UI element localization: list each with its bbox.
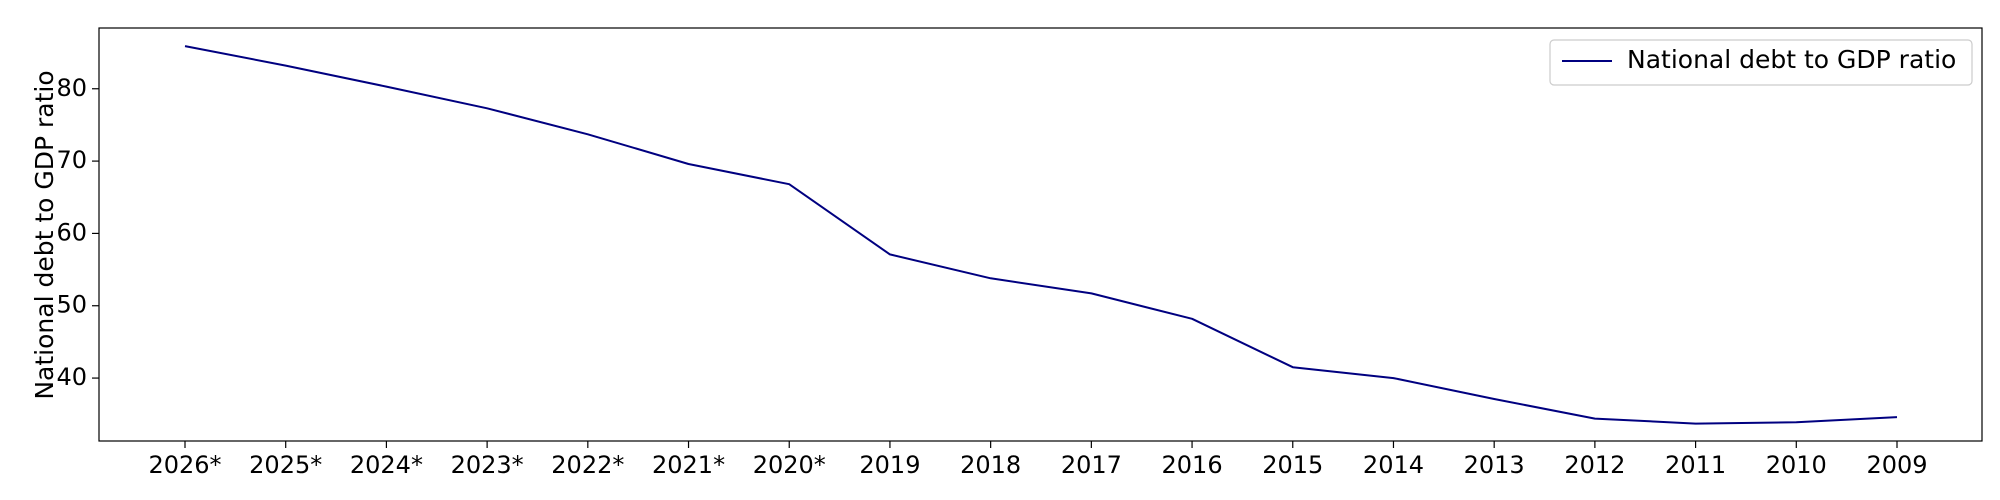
data-point — [887, 251, 893, 257]
legend-box — [1549, 39, 1973, 86]
x-tick-label: 2010 — [1766, 451, 1827, 479]
data-point — [686, 161, 692, 167]
data-point — [988, 275, 994, 281]
legend: National debt to GDP ratio — [1549, 39, 1973, 86]
x-tick-label: 2019 — [859, 451, 920, 479]
data-point — [1592, 416, 1598, 422]
y-axis-title: National debt to GDP ratio — [30, 70, 59, 399]
y-tick-label: 50 — [56, 291, 87, 319]
x-tick-label: 2024* — [350, 451, 423, 479]
x-tick-label: 2026* — [148, 451, 221, 479]
y-tick-label: 60 — [56, 218, 87, 246]
data-point — [1491, 396, 1497, 402]
x-tick-label: 2014 — [1363, 451, 1424, 479]
x-tick-label: 2013 — [1464, 451, 1525, 479]
series-layer — [182, 43, 1900, 427]
x-tick-label: 2021* — [652, 451, 725, 479]
data-point — [182, 43, 188, 49]
x-tick-label: 2022* — [551, 451, 624, 479]
data-point — [1693, 421, 1699, 427]
x-tick-label: 2023* — [451, 451, 524, 479]
y-axis: 40 50 60 70 80 — [56, 74, 99, 391]
data-point — [786, 181, 792, 187]
x-axis: 2026* 2025* 2024* 2023* 2022* 2021* 2020* 2019 2… — [148, 441, 1928, 479]
data-point — [1088, 290, 1094, 296]
data-point — [1189, 316, 1195, 322]
y-tick-label: 40 — [56, 363, 87, 391]
x-tick-label: 2020* — [753, 451, 826, 479]
x-tick-label: 2025* — [249, 451, 322, 479]
x-tick-label: 2009 — [1866, 451, 1927, 479]
x-tick-label: 2015 — [1262, 451, 1323, 479]
data-point — [1894, 414, 1900, 420]
data-point — [283, 63, 289, 69]
series-line — [184, 45, 1898, 425]
data-point — [1793, 419, 1799, 425]
y-tick-label: 70 — [56, 146, 87, 174]
data-point — [585, 131, 591, 137]
x-tick-label: 2018 — [960, 451, 1021, 479]
x-tick-label: 2017 — [1061, 451, 1122, 479]
plot-frame — [98, 27, 1983, 442]
y-tick-label: 80 — [56, 74, 87, 102]
data-point — [1290, 364, 1296, 370]
data-point — [1390, 375, 1396, 381]
legend-label: National debt to GDP ratio — [1627, 45, 1956, 74]
x-tick-label: 2012 — [1564, 451, 1625, 479]
x-tick-label: 2016 — [1162, 451, 1223, 479]
x-tick-label: 2011 — [1665, 451, 1726, 479]
data-point — [484, 105, 490, 111]
data-point — [383, 84, 389, 90]
